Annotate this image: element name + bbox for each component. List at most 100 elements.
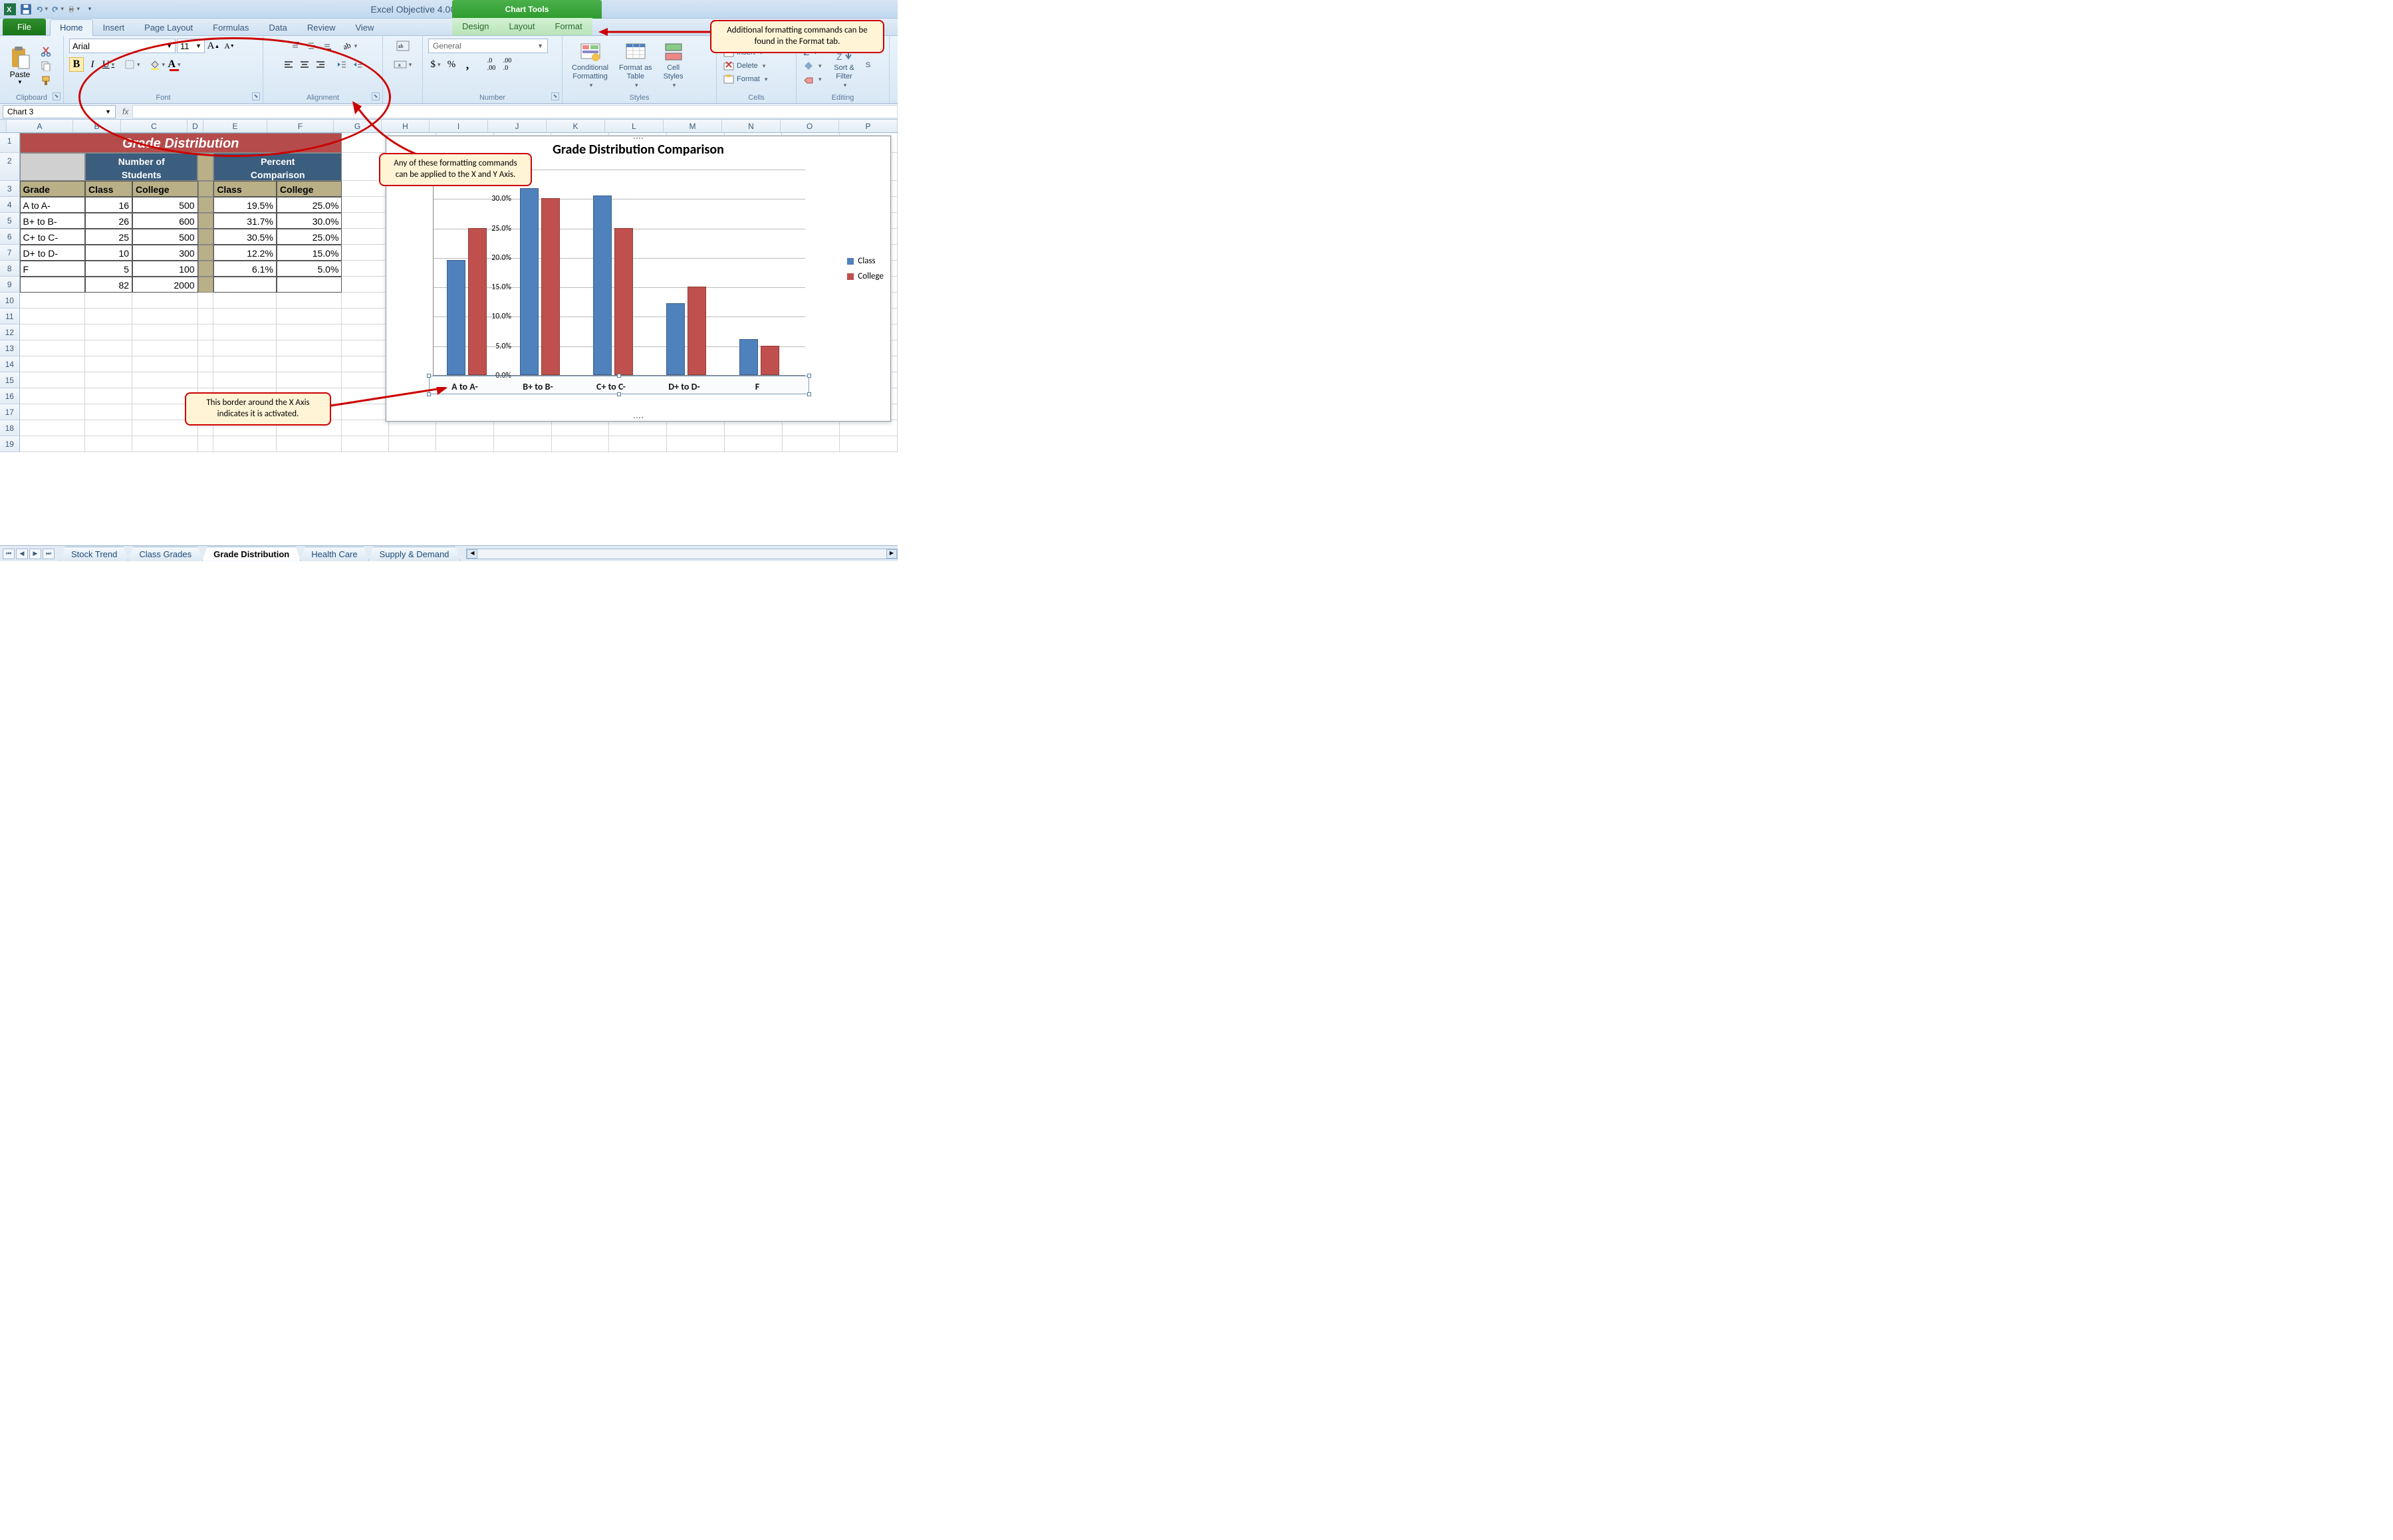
gap-cell[interactable] [198, 181, 214, 197]
data-cell[interactable]: 30.5% [213, 229, 277, 245]
conditional-formatting-button[interactable]: Conditional Formatting [568, 40, 612, 92]
row-header-14[interactable]: 14 [0, 356, 20, 372]
cell[interactable] [494, 420, 552, 436]
column-header[interactable]: Class [213, 181, 277, 197]
cell[interactable] [277, 372, 342, 388]
font-size-dropdown[interactable]: 11 ▼ [177, 39, 205, 53]
align-middle-icon[interactable] [304, 39, 318, 53]
cell[interactable] [725, 436, 783, 452]
data-cell[interactable]: 600 [132, 213, 198, 229]
data-cell[interactable]: 10 [85, 245, 132, 261]
cell[interactable] [20, 340, 86, 356]
cell[interactable] [213, 356, 277, 372]
cell[interactable] [342, 436, 389, 452]
data-cell[interactable]: 5.0% [277, 261, 342, 277]
merge-center-icon[interactable]: a [393, 57, 413, 72]
total-cell[interactable]: 2000 [132, 277, 198, 293]
tab-design[interactable]: Design [452, 18, 499, 35]
row-header-7[interactable]: 7 [0, 245, 20, 261]
col-header-D[interactable]: D [188, 120, 203, 132]
col-header-A[interactable]: A [7, 120, 73, 132]
cell[interactable] [277, 324, 342, 340]
cell[interactable] [20, 309, 86, 324]
total-cell[interactable] [213, 277, 277, 293]
cell[interactable] [342, 324, 389, 340]
row-header-9[interactable]: 9 [0, 277, 20, 293]
gap-cell[interactable] [198, 213, 214, 229]
tab-view[interactable]: View [345, 19, 384, 35]
col-header-N[interactable]: N [722, 120, 781, 132]
cell[interactable] [436, 436, 494, 452]
cell[interactable] [132, 356, 198, 372]
orientation-icon[interactable]: ab [341, 39, 358, 53]
cell[interactable] [198, 309, 214, 324]
cell[interactable] [667, 420, 725, 436]
cell[interactable] [342, 245, 389, 261]
data-cell[interactable]: 12.2% [213, 245, 277, 261]
borders-icon[interactable] [124, 57, 141, 72]
cell[interactable] [132, 293, 198, 309]
col-header-B[interactable]: B [73, 120, 121, 132]
cell[interactable] [20, 293, 86, 309]
cell[interactable] [85, 388, 132, 404]
chart-bar[interactable] [468, 228, 487, 375]
underline-button[interactable]: U [101, 57, 116, 72]
horizontal-scrollbar[interactable]: ◀ ▶ [466, 549, 898, 559]
data-cell[interactable]: D+ to D- [20, 245, 86, 261]
comma-format-icon[interactable]: , [460, 57, 475, 72]
row-header-17[interactable]: 17 [0, 404, 20, 420]
format-painter-icon[interactable] [40, 74, 52, 86]
chart-legend[interactable]: ClassCollege [847, 256, 884, 287]
data-cell[interactable]: C+ to C- [20, 229, 86, 245]
data-cell[interactable]: 26 [85, 213, 132, 229]
row-header-18[interactable]: 18 [0, 420, 20, 436]
cell[interactable] [20, 404, 86, 420]
align-bottom-icon[interactable] [320, 39, 334, 53]
cell[interactable] [342, 404, 389, 420]
align-center-icon[interactable] [297, 57, 312, 72]
data-cell[interactable]: A to A- [20, 197, 86, 213]
align-top-icon[interactable] [288, 39, 303, 53]
data-cell[interactable]: 25.0% [277, 229, 342, 245]
row-header-5[interactable]: 5 [0, 213, 20, 229]
bold-button[interactable]: B [69, 57, 84, 72]
header-number-students[interactable]: Number ofStudents [85, 153, 197, 181]
cell[interactable] [213, 293, 277, 309]
chart-bar[interactable] [666, 303, 685, 375]
row-header-11[interactable]: 11 [0, 309, 20, 324]
fill-button[interactable] [802, 60, 823, 72]
col-header-H[interactable]: H [382, 120, 430, 132]
cell[interactable] [277, 309, 342, 324]
clear-button[interactable] [802, 73, 823, 85]
tab-insert[interactable]: Insert [93, 19, 135, 35]
cell[interactable] [213, 436, 277, 452]
chart-handle-bottom[interactable] [628, 417, 648, 420]
cell[interactable] [132, 324, 198, 340]
row-header-10[interactable]: 10 [0, 293, 20, 309]
worksheet-grid[interactable]: 1Grade Distribution2Number ofStudentsPer… [0, 133, 898, 545]
cell[interactable] [132, 309, 198, 324]
cell[interactable] [494, 436, 552, 452]
cell[interactable] [342, 309, 389, 324]
chart-handle-top[interactable] [628, 138, 648, 140]
number-launcher-icon[interactable]: ⬊ [551, 92, 559, 100]
cell[interactable] [198, 372, 214, 388]
cell[interactable] [342, 388, 389, 404]
data-cell[interactable]: 5 [85, 261, 132, 277]
data-cell[interactable]: 30.0% [277, 213, 342, 229]
number-format-dropdown[interactable]: General ▼ [428, 39, 548, 53]
excel-icon[interactable]: X [4, 3, 16, 15]
increase-decimal-icon[interactable]: .0.00 [484, 57, 499, 72]
total-cell[interactable] [198, 277, 214, 293]
chart-bar[interactable] [739, 339, 758, 375]
cell[interactable] [389, 420, 436, 436]
data-cell[interactable]: 100 [132, 261, 198, 277]
cell[interactable] [198, 340, 214, 356]
cell[interactable] [552, 436, 610, 452]
delete-cells-button[interactable]: Delete [722, 60, 769, 72]
cell[interactable] [20, 372, 86, 388]
paste-button[interactable]: Paste ▼ [5, 45, 35, 86]
sheet-nav-first-icon[interactable]: ⏮ [3, 549, 15, 559]
data-cell[interactable]: 15.0% [277, 245, 342, 261]
data-cell[interactable]: F [20, 261, 86, 277]
